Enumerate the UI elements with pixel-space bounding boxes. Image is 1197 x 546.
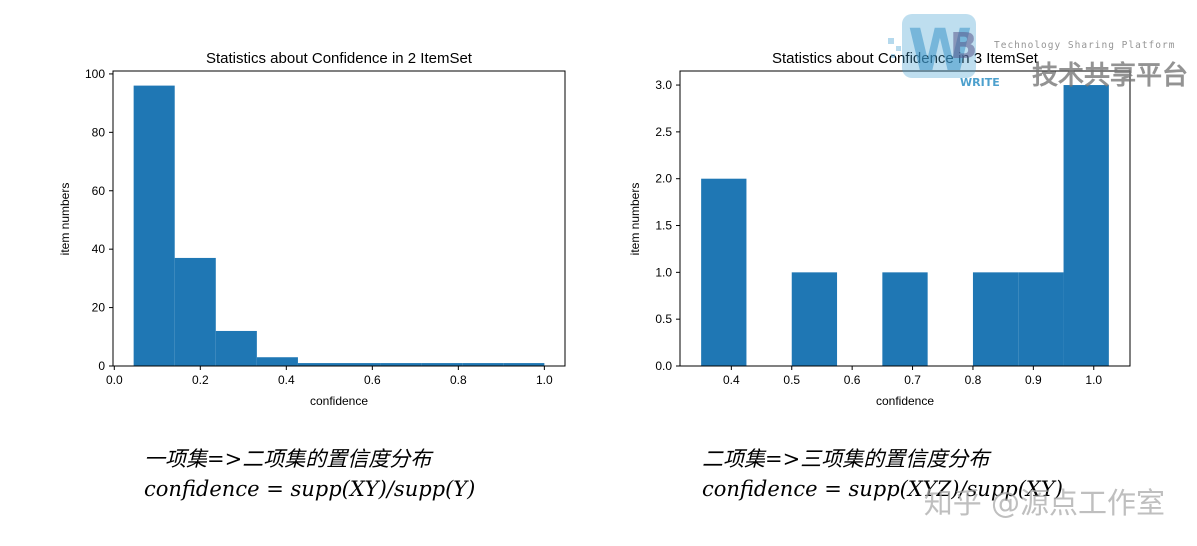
watermark-logo-write: WRITE xyxy=(960,76,1000,89)
histogram-bar xyxy=(421,363,463,366)
svg-text:W: W xyxy=(908,16,972,84)
histogram-bar xyxy=(972,272,1019,366)
y-axis-label: item numbers xyxy=(628,183,642,256)
y-tick-label: 0.0 xyxy=(655,359,672,373)
y-tick-label: 60 xyxy=(92,184,106,198)
histogram-bar xyxy=(133,85,175,367)
y-tick-label: 80 xyxy=(92,125,106,139)
svg-text:B: B xyxy=(950,26,977,67)
y-tick-label: 0 xyxy=(98,359,105,373)
histogram-bar xyxy=(882,272,928,366)
histogram-bar xyxy=(1063,85,1109,367)
y-axis-label: item numbers xyxy=(58,183,72,256)
histogram-bar xyxy=(503,363,545,366)
histogram-bar xyxy=(380,363,422,366)
y-tick-label: 100 xyxy=(85,67,105,81)
left-caption-formula: confidence = supp(XY)/supp(Y) xyxy=(144,477,476,501)
histogram-bar xyxy=(462,363,504,366)
y-tick-label: 1.5 xyxy=(655,219,672,233)
axes-frame xyxy=(112,70,566,367)
histogram-bar xyxy=(339,363,381,366)
right-caption: 二项集=>三项集的置信度分布 confidence = supp(XYZ)/su… xyxy=(702,444,1063,504)
y-tick-label: 3.0 xyxy=(655,78,672,92)
chart-confidence-2-itemset: Statistics about Confidence in 2 ItemSet… xyxy=(58,50,566,408)
x-tick-label: 0.6 xyxy=(844,373,861,387)
x-tick-label: 0.2 xyxy=(192,373,209,387)
watermark-logo-title: 技术共享平台 xyxy=(1032,61,1189,91)
histogram-bar xyxy=(297,363,339,366)
y-tick-label: 1.0 xyxy=(655,265,672,279)
x-tick-label: 0.8 xyxy=(965,373,982,387)
x-tick-label: 0.6 xyxy=(364,373,381,387)
left-caption: 一项集=>二项集的置信度分布 confidence = supp(XY)/sup… xyxy=(144,444,475,504)
right-caption-formula: confidence = supp(XYZ)/supp(XY) xyxy=(702,477,1063,501)
x-axis-label: confidence xyxy=(310,394,368,408)
chart-title: Statistics about Confidence in 2 ItemSet xyxy=(206,50,473,67)
x-tick-label: 0.7 xyxy=(904,373,921,387)
y-tick-label: 20 xyxy=(92,301,106,315)
watermark-logo: W B xyxy=(888,10,1188,92)
y-tick-label: 0.5 xyxy=(655,312,672,326)
x-tick-label: 0.0 xyxy=(106,373,123,387)
x-tick-label: 0.9 xyxy=(1025,373,1042,387)
axes-frame xyxy=(679,70,1131,367)
chart-title: Statistics about Confidence in 3 ItemSet xyxy=(772,50,1039,67)
wb-logo-icon: W B xyxy=(888,14,977,84)
histogram-bar xyxy=(174,257,216,366)
watermark-tagline: Technology Sharing Platform xyxy=(994,40,1176,51)
histogram-bar xyxy=(215,330,257,366)
y-tick-label: 2.0 xyxy=(655,172,672,186)
x-tick-label: 0.4 xyxy=(278,373,295,387)
x-axis-label: confidence xyxy=(876,394,934,408)
left-caption-title: 一项集=>二项集的置信度分布 xyxy=(144,447,432,471)
zhihu-watermark: 知乎 @源点工作室 xyxy=(923,486,1165,520)
chart-confidence-3-itemset: Statistics about Confidence in 3 ItemSet… xyxy=(628,50,1131,408)
y-tick-label: 40 xyxy=(92,242,106,256)
right-caption-title: 二项集=>三项集的置信度分布 xyxy=(702,447,990,471)
x-tick-label: 1.0 xyxy=(1085,373,1102,387)
histogram-bar xyxy=(1018,272,1064,366)
x-tick-label: 0.4 xyxy=(723,373,740,387)
histogram-bar xyxy=(701,178,747,366)
x-tick-label: 1.0 xyxy=(536,373,553,387)
x-tick-label: 0.8 xyxy=(450,373,467,387)
x-tick-label: 0.5 xyxy=(783,373,800,387)
histogram-bar xyxy=(256,357,298,366)
y-tick-label: 2.5 xyxy=(655,125,672,139)
histogram-bar xyxy=(791,272,838,366)
